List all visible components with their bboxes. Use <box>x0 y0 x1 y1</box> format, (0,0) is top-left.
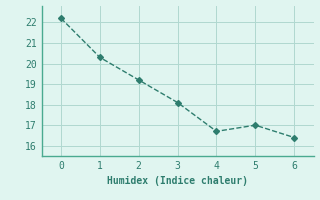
X-axis label: Humidex (Indice chaleur): Humidex (Indice chaleur) <box>107 176 248 186</box>
